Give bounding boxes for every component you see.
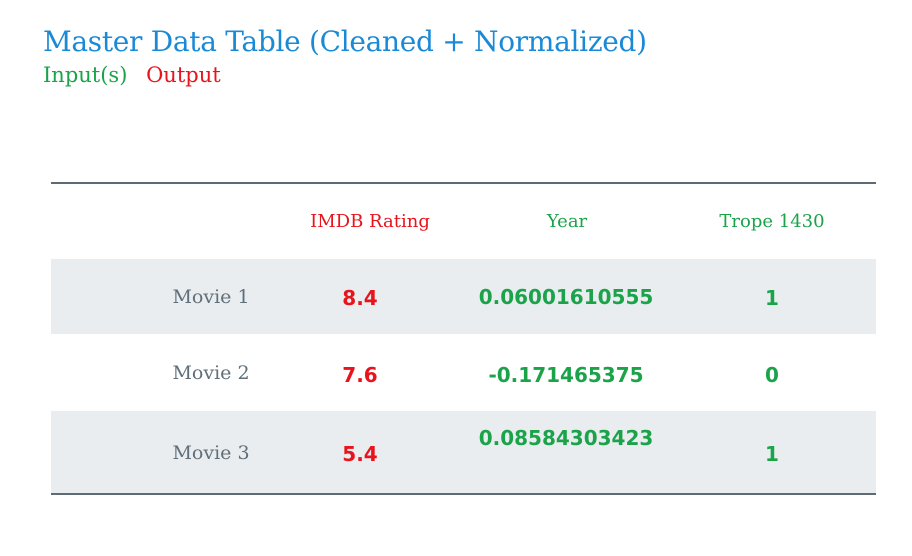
year-cell: 0.08584303423 bbox=[478, 426, 654, 450]
column-header-imdb-rating: IMDB Rating bbox=[310, 211, 430, 232]
imdb-rating-cell: 8.4 bbox=[342, 286, 378, 310]
page-title: Master Data Table (Cleaned + Normalized) bbox=[43, 25, 647, 58]
table-bottom-rule bbox=[51, 493, 876, 495]
row-label-movie-2: Movie 2 bbox=[172, 362, 250, 384]
legend-output-label: Output bbox=[146, 63, 221, 87]
legend-input-label: Input(s) bbox=[43, 63, 128, 87]
row-label-movie-3: Movie 3 bbox=[172, 442, 250, 464]
imdb-rating-cell: 5.4 bbox=[342, 442, 378, 466]
table-row: Movie 3 5.4 0.08584303423 1 bbox=[51, 411, 876, 493]
year-cell: -0.171465375 bbox=[488, 363, 644, 387]
year-cell: 0.06001610555 bbox=[478, 285, 654, 309]
row-label-movie-1: Movie 1 bbox=[172, 286, 250, 308]
column-header-year: Year bbox=[546, 211, 588, 232]
table-row: Movie 1 8.4 0.06001610555 1 bbox=[51, 259, 876, 334]
legend: Input(s) Output bbox=[43, 61, 233, 89]
table-row: Movie 2 7.6 -0.171465375 0 bbox=[51, 334, 876, 411]
column-header-trope-1430: Trope 1430 bbox=[719, 211, 825, 232]
trope-1430-cell: 1 bbox=[765, 442, 779, 466]
master-data-table: IMDB Rating Year Trope 1430 Movie 1 8.4 … bbox=[51, 182, 876, 495]
imdb-rating-cell: 7.6 bbox=[342, 363, 378, 387]
table-top-rule bbox=[51, 182, 876, 184]
trope-1430-cell: 1 bbox=[765, 286, 779, 310]
trope-1430-cell: 0 bbox=[765, 363, 779, 387]
